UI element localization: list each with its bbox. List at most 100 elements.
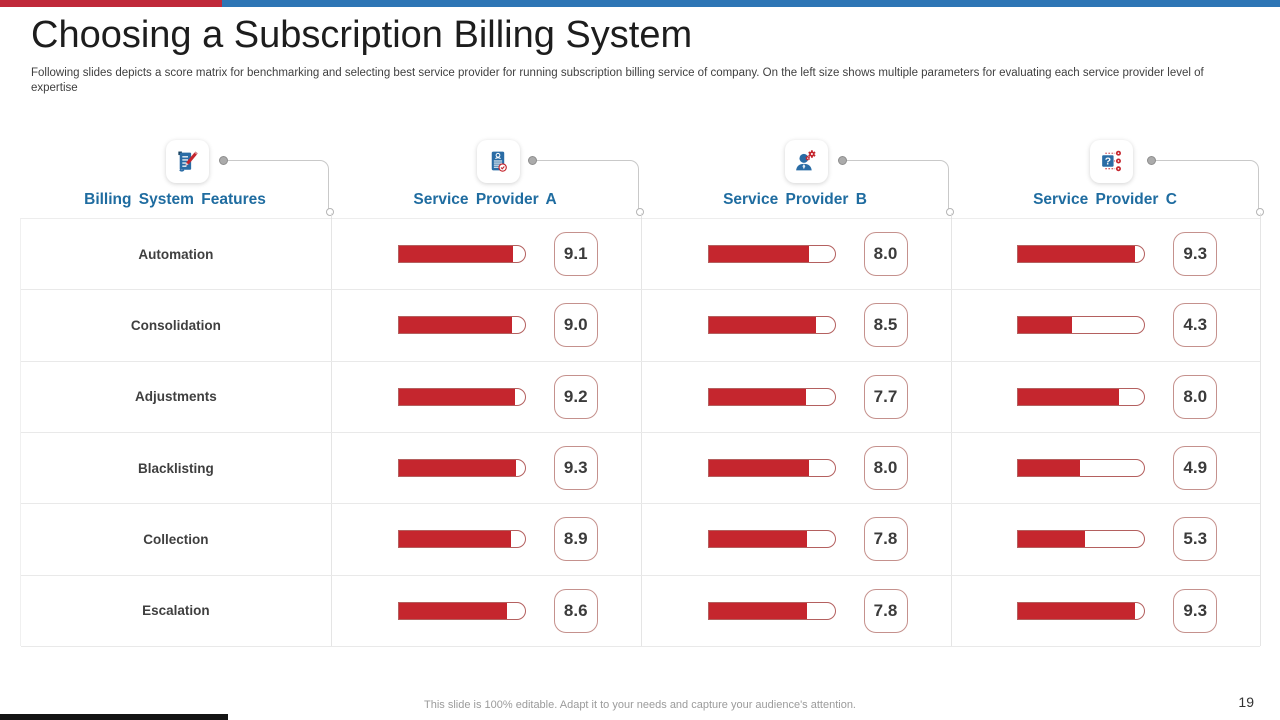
connector-dot — [1147, 156, 1156, 165]
score-bar-fill — [708, 460, 810, 477]
score-value: 7.7 — [863, 374, 908, 419]
column-header-provider-a: Service Provider A — [413, 191, 557, 208]
column-header-features: Billing System Features — [84, 191, 266, 208]
score-cell: 9.0 — [331, 290, 641, 360]
score-value: 4.3 — [1173, 303, 1218, 348]
score-bar — [707, 316, 836, 335]
score-bar-fill — [398, 602, 508, 619]
score-bar — [1017, 601, 1146, 620]
score-bar — [397, 316, 526, 335]
matrix-rows: Automation 9.1 8.0 9.3 Consolidation 9.0 8.5 4.… — [21, 219, 1260, 647]
score-cell: 8.9 — [331, 504, 641, 574]
score-bar — [1017, 245, 1146, 264]
score-bar — [397, 601, 526, 620]
person-gears-icon — [785, 140, 828, 183]
score-bar-fill — [708, 388, 806, 405]
score-bar — [397, 245, 526, 264]
score-bar — [707, 459, 836, 478]
connector-dot — [838, 156, 847, 165]
table-row: Adjustments 9.2 7.7 8.0 — [21, 362, 1260, 433]
table-row: Blacklisting 9.3 8.0 4.9 — [21, 433, 1260, 505]
clipboard-check-icon — [477, 140, 520, 183]
score-cell: 8.6 — [331, 576, 641, 646]
score-cell: 8.0 — [641, 433, 951, 503]
score-cell: 9.3 — [331, 433, 641, 503]
score-matrix: Automation 9.1 8.0 9.3 Consolidation 9.0 8.5 4.… — [20, 213, 1261, 647]
score-bar-fill — [708, 602, 807, 619]
table-row: Escalation 8.6 7.8 9.3 — [21, 576, 1260, 647]
score-bar-fill — [708, 246, 810, 263]
score-bar-fill — [1018, 460, 1080, 477]
column-header-provider-c: Service Provider C — [1033, 191, 1177, 208]
score-value: 9.3 — [553, 446, 598, 491]
score-bar-fill — [398, 246, 514, 263]
connector-line — [847, 160, 949, 212]
score-cell: 9.1 — [331, 219, 641, 289]
score-bar — [707, 387, 836, 406]
column-divider — [641, 213, 642, 646]
feature-label: Blacklisting — [137, 460, 214, 476]
connector-endpoint — [636, 208, 644, 216]
score-bar — [1017, 387, 1146, 406]
score-bar — [707, 530, 836, 549]
score-cell: 5.3 — [950, 504, 1260, 574]
score-value: 8.0 — [863, 232, 908, 277]
score-bar — [707, 601, 836, 620]
score-cell: 9.2 — [331, 362, 641, 432]
score-bar-fill — [398, 460, 516, 477]
score-value: 8.0 — [1173, 374, 1218, 419]
score-bar — [1017, 459, 1146, 478]
score-bar-fill — [1018, 531, 1086, 548]
feature-label: Consolidation — [130, 317, 221, 333]
score-bar-fill — [1018, 602, 1136, 619]
connector-line — [1156, 160, 1259, 212]
connector-line — [228, 160, 329, 212]
score-value: 9.0 — [553, 303, 598, 348]
score-cell: 9.3 — [950, 576, 1260, 646]
document-edit-icon — [166, 140, 209, 183]
score-bar — [707, 245, 836, 264]
score-bar-fill — [708, 531, 807, 548]
score-bar-fill — [1018, 246, 1136, 263]
score-value: 8.9 — [553, 517, 598, 562]
score-bar — [1017, 530, 1146, 549]
score-value: 7.8 — [863, 588, 908, 633]
score-bar — [397, 530, 526, 549]
score-bar — [397, 387, 526, 406]
score-value: 5.3 — [1173, 517, 1218, 562]
connector-line — [537, 160, 639, 212]
score-value: 8.5 — [863, 303, 908, 348]
score-bar-fill — [1018, 388, 1120, 405]
question-options-icon: ? — [1090, 140, 1133, 183]
column-header-provider-b: Service Provider B — [723, 191, 867, 208]
footer-note: This slide is 100% editable. Adapt it to… — [424, 699, 856, 711]
score-cell: 7.8 — [641, 504, 951, 574]
column-divider — [331, 213, 332, 646]
score-cell: 7.8 — [641, 576, 951, 646]
connector-endpoint — [946, 208, 954, 216]
feature-label: Escalation — [142, 603, 210, 619]
score-bar-fill — [398, 388, 515, 405]
connector-dot — [528, 156, 537, 165]
score-bar — [1017, 316, 1146, 335]
bottom-accent-bar — [0, 714, 228, 720]
score-value: 9.1 — [553, 232, 598, 277]
score-cell: 8.5 — [641, 290, 951, 360]
score-value: 9.3 — [1173, 232, 1218, 277]
score-cell: 8.0 — [950, 362, 1260, 432]
score-bar-fill — [1018, 317, 1073, 334]
score-bar-fill — [398, 317, 513, 334]
svg-text:?: ? — [1105, 156, 1111, 167]
score-value: 7.8 — [863, 517, 908, 562]
score-bar-fill — [398, 531, 511, 548]
feature-label: Collection — [143, 531, 209, 547]
table-row: Consolidation 9.0 8.5 4.3 — [21, 290, 1260, 362]
page-subtitle: Following slides depicts a score matrix … — [31, 67, 1204, 95]
table-row: Automation 9.1 8.0 9.3 — [21, 219, 1260, 291]
score-value: 8.6 — [553, 588, 598, 633]
page-number: 19 — [1238, 694, 1254, 710]
connector-dot — [219, 156, 228, 165]
feature-label: Automation — [138, 246, 214, 262]
score-bar-fill — [708, 317, 816, 334]
